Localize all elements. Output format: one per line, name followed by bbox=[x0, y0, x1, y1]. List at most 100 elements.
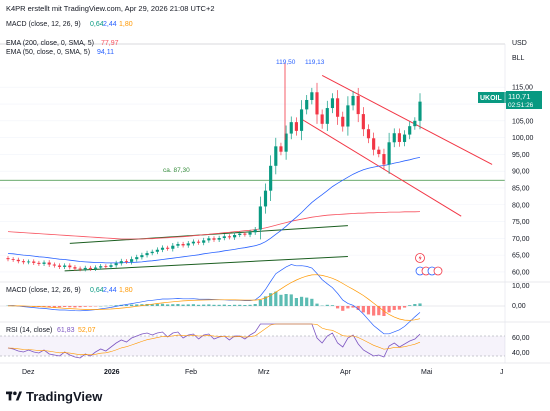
candle-body bbox=[336, 98, 340, 117]
rsi-signal-path bbox=[7, 323, 421, 356]
candle-body bbox=[217, 238, 221, 240]
macd-histogram-bar bbox=[299, 296, 304, 306]
macd-histogram-bar bbox=[392, 306, 396, 310]
macd-histogram-bar bbox=[402, 306, 407, 308]
candle-body bbox=[222, 236, 226, 239]
rsi-pane-v1: 61,83 bbox=[57, 327, 75, 334]
candle-body bbox=[140, 255, 144, 258]
candle-body bbox=[171, 245, 175, 249]
macd-pane-v1: 0,64 bbox=[90, 287, 104, 294]
macd-histogram-bar bbox=[47, 306, 51, 308]
candle-body bbox=[248, 232, 252, 235]
candles bbox=[6, 82, 422, 272]
macd-histogram-bar bbox=[160, 303, 165, 306]
candle-body bbox=[263, 190, 268, 207]
candle-body bbox=[299, 109, 304, 131]
candle-body bbox=[402, 134, 407, 142]
tradingview-logo[interactable]: TradingView bbox=[6, 387, 102, 405]
axis-unit: BLL bbox=[512, 55, 525, 62]
candle-body bbox=[57, 265, 62, 267]
candle-body bbox=[196, 241, 201, 243]
candle-body bbox=[341, 116, 345, 127]
macd-histogram-bar bbox=[186, 304, 190, 306]
time-label-mai: Mai bbox=[421, 369, 433, 376]
price-tick-label: 95,00 bbox=[512, 152, 530, 159]
candle-body bbox=[166, 247, 170, 249]
legend-macd-pane: MACD (close, 12, 26, 9) 0,64 2,44 1,80 bbox=[6, 287, 133, 294]
price-tick-label: 65,00 bbox=[512, 253, 530, 260]
macd-histogram-bar bbox=[284, 294, 288, 306]
macd-histogram-bar bbox=[238, 304, 242, 306]
macd-histogram-bar bbox=[289, 294, 293, 306]
legend-ema50: EMA (50, close, 0, SMA, 5) 94,11 bbox=[6, 49, 114, 56]
ema-lines bbox=[7, 157, 421, 264]
price-tick-label: 90,00 bbox=[512, 169, 530, 176]
macd-histogram bbox=[0, 264, 505, 335]
axis-currency: USD bbox=[512, 40, 527, 47]
candle-body bbox=[78, 268, 82, 270]
candle-body bbox=[155, 249, 159, 252]
candle-body bbox=[42, 262, 46, 264]
candle-body bbox=[366, 129, 371, 139]
candle-body bbox=[418, 101, 422, 121]
candle-body bbox=[330, 98, 335, 109]
symbol-tag-bg bbox=[478, 92, 506, 103]
rsi-pane-label: RSI (14, close) bbox=[6, 327, 52, 334]
candle-body bbox=[88, 267, 92, 269]
candle-body bbox=[382, 154, 386, 165]
down-channel-bottom bbox=[301, 118, 462, 217]
macd-histogram-bar bbox=[408, 305, 412, 306]
symbol-tag-label: UKOIL bbox=[480, 95, 503, 102]
macd-histogram-bar bbox=[351, 306, 355, 308]
time-label-mrz: Mrz bbox=[258, 369, 270, 376]
macd-histogram-bar bbox=[233, 304, 237, 306]
macd-histogram-bar bbox=[356, 306, 360, 310]
candle-body bbox=[11, 259, 15, 260]
candle-body bbox=[253, 229, 257, 233]
candle-body bbox=[68, 265, 72, 268]
macd-histogram-bar bbox=[330, 305, 335, 306]
candle-body bbox=[346, 105, 350, 127]
candle-body bbox=[186, 243, 190, 246]
candle-body bbox=[377, 149, 381, 155]
macd-histogram-bar bbox=[63, 306, 67, 307]
macd-histogram-bar bbox=[207, 304, 211, 306]
high-annotations: 119,50 119,13 bbox=[276, 59, 325, 140]
candle-body bbox=[392, 133, 396, 143]
macd-histogram-bar bbox=[397, 306, 401, 310]
macd-histogram-bar bbox=[124, 305, 129, 306]
support-label: ca. 87,30 bbox=[163, 167, 190, 174]
time-label-feb: Feb bbox=[185, 369, 197, 376]
event-icons[interactable] bbox=[415, 253, 443, 276]
macd-histogram-bar bbox=[176, 304, 180, 306]
candle-body bbox=[27, 261, 31, 263]
rsi-tick-40: 40,00 bbox=[512, 350, 530, 357]
tradingview-logo-icon bbox=[6, 391, 22, 401]
macd-tick-top: 10,00 bbox=[512, 283, 530, 290]
high1-label: 119,50 bbox=[276, 59, 296, 66]
symbol-price-tag[interactable]: UKOIL 110,71 02:51:26 bbox=[478, 91, 542, 109]
chart-credit: K4PR erstellt mit TradingView.com, Apr 2… bbox=[6, 4, 215, 13]
candle-body bbox=[212, 238, 216, 240]
rsi-band bbox=[0, 336, 505, 356]
macd-histogram-bar bbox=[166, 304, 170, 306]
macd-histogram-bar bbox=[73, 306, 77, 308]
flag-event-icon-4 bbox=[433, 266, 443, 276]
trend-channels bbox=[64, 75, 493, 272]
macd-histogram-bar bbox=[83, 306, 87, 307]
time-label-apr: Apr bbox=[340, 369, 352, 376]
macd-histogram-bar bbox=[253, 304, 257, 306]
macd-histogram-bar bbox=[191, 304, 195, 306]
candle-body bbox=[258, 206, 262, 230]
candle-body bbox=[6, 258, 10, 260]
macd-histogram-bar bbox=[57, 306, 62, 308]
candle-body bbox=[284, 133, 288, 152]
price-tick-label: 75,00 bbox=[512, 219, 530, 226]
macd-histogram-bar bbox=[413, 304, 417, 306]
macd-histogram-bar bbox=[279, 294, 283, 306]
macd-histogram-bar bbox=[42, 306, 46, 307]
candle-body bbox=[130, 259, 134, 262]
macd-top-label: MACD (close, 12, 26, 9) bbox=[6, 21, 81, 28]
macd-histogram-bar bbox=[243, 305, 247, 306]
